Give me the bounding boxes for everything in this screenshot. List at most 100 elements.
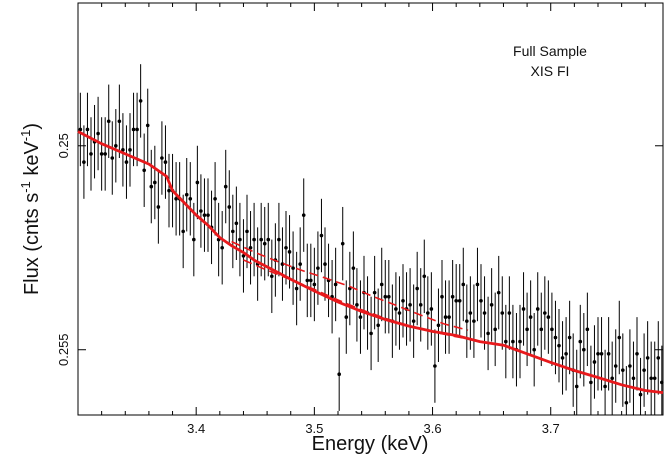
data-point — [656, 356, 661, 360]
data-point — [262, 241, 267, 246]
data-point — [103, 152, 107, 156]
data-point — [613, 364, 618, 368]
data-point — [628, 364, 632, 368]
data-point — [383, 294, 388, 299]
data-point — [550, 327, 554, 332]
data-point — [557, 343, 561, 348]
data-point — [617, 335, 622, 340]
data-point — [589, 380, 593, 385]
data-point — [472, 319, 476, 323]
data-point — [110, 156, 115, 160]
data-point — [532, 347, 536, 352]
data-point — [227, 205, 232, 209]
data-point — [135, 127, 139, 132]
data-point — [291, 266, 295, 270]
data-point — [142, 168, 146, 173]
data-point — [631, 376, 636, 381]
data-point — [394, 307, 398, 311]
data-point — [511, 339, 515, 344]
model-line — [77, 130, 664, 394]
y-axis-label-close: ) — [21, 123, 43, 130]
data-point — [202, 213, 207, 217]
data-point — [340, 241, 345, 246]
data-point — [493, 327, 497, 332]
data-point — [599, 352, 604, 356]
data-point — [124, 160, 129, 164]
y-tick-label: 0.25 — [56, 133, 71, 158]
data-point — [397, 311, 402, 315]
data-point — [535, 307, 540, 311]
data-point — [560, 356, 565, 360]
data-point — [443, 315, 448, 319]
x-tick-label: 3.5 — [305, 421, 323, 436]
model-dashed-upper — [231, 240, 469, 331]
data-point — [468, 311, 473, 315]
data-point — [461, 282, 466, 287]
data-point — [294, 286, 299, 291]
data-point — [128, 148, 132, 152]
data-point — [106, 119, 111, 124]
data-point — [411, 319, 416, 323]
data-point — [415, 286, 419, 291]
data-point — [206, 213, 210, 217]
data-point — [610, 376, 614, 381]
data-point — [323, 262, 327, 266]
data-point — [284, 245, 288, 250]
x-tick-label: 3.4 — [187, 421, 205, 436]
data-point — [121, 148, 125, 152]
y-axis-label-unit: keV — [21, 141, 43, 182]
y-tick-label: 0.255 — [56, 333, 71, 366]
data-point — [504, 339, 508, 344]
data-point — [553, 335, 558, 340]
data-point — [418, 303, 423, 307]
data-point — [454, 298, 458, 303]
data-point — [379, 282, 384, 287]
data-point — [408, 303, 412, 307]
data-point — [621, 368, 625, 372]
data-point — [606, 352, 611, 356]
data-point — [603, 384, 607, 389]
data-point — [372, 290, 377, 295]
data-point — [167, 188, 171, 193]
data-point — [145, 123, 150, 128]
data-point — [188, 197, 193, 201]
data-point — [238, 237, 242, 242]
data-point — [138, 99, 143, 103]
data-point — [433, 364, 437, 368]
data-point — [96, 131, 100, 136]
data-point — [156, 205, 161, 209]
data-point — [78, 127, 83, 132]
data-point — [585, 327, 590, 332]
error-bars — [79, 64, 663, 415]
data-point — [337, 372, 341, 377]
data-point — [440, 294, 444, 299]
data-point — [543, 311, 547, 315]
data-point — [213, 197, 217, 201]
data-point — [578, 339, 583, 344]
data-point — [266, 237, 271, 242]
data-point — [447, 315, 451, 319]
data-point — [220, 245, 224, 250]
data-point — [546, 315, 551, 319]
plot-frame — [77, 2, 664, 416]
data-point — [181, 229, 185, 234]
x-axis-label: Energy (keV) — [312, 433, 429, 455]
data-point — [252, 237, 256, 242]
data-point — [624, 400, 629, 405]
data-point — [387, 294, 391, 299]
x-tick-label: 3.7 — [542, 421, 560, 436]
data-point — [521, 307, 526, 311]
data-point — [316, 266, 320, 270]
data-point — [489, 303, 494, 307]
y-axis-label: Flux (cnts s-1 keV-1) — [18, 123, 43, 295]
data-point — [496, 290, 501, 295]
data-point — [160, 156, 164, 160]
data-point — [642, 368, 646, 372]
axis-ticks — [78, 3, 663, 415]
data-point — [652, 376, 657, 381]
tick-labels: 3.4 3.5 3.6 3.7 0.25 0.255 — [56, 133, 560, 436]
data-point — [596, 352, 600, 356]
data-point — [645, 356, 650, 360]
data-point — [223, 184, 228, 189]
model-lines — [77, 130, 664, 394]
